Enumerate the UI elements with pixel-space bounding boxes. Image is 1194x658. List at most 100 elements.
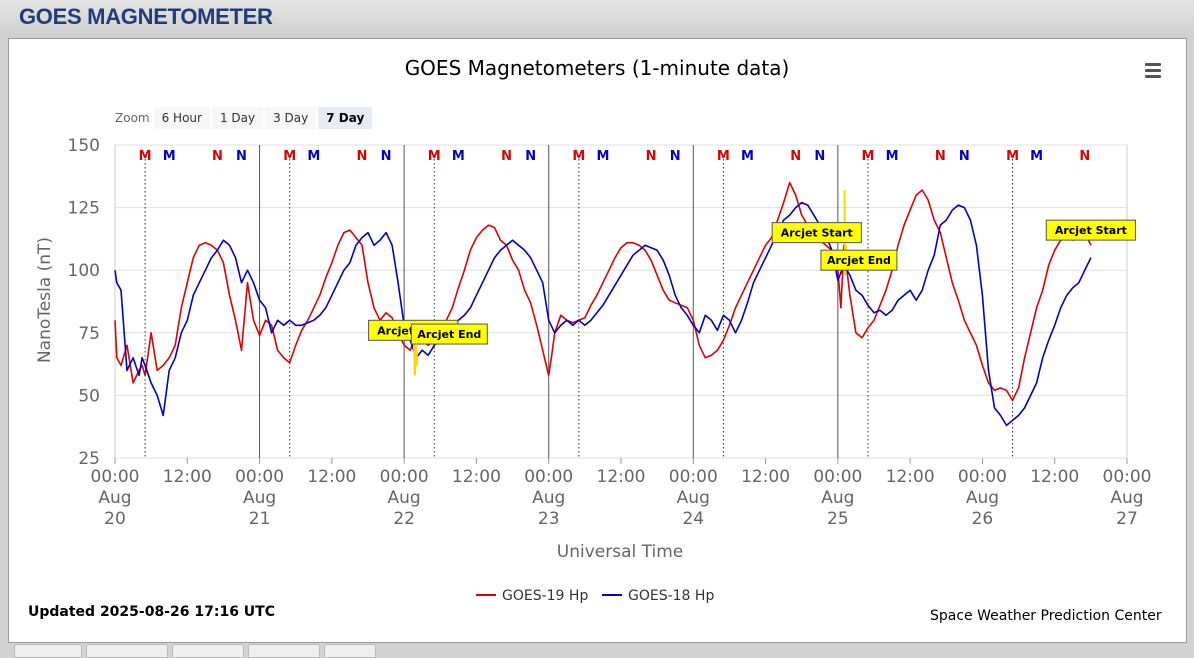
chart-panel xyxy=(8,38,1187,643)
series-line-goes-19-hp xyxy=(114,181,1092,402)
legend-label-goes-19: GOES-19 Hp xyxy=(502,588,588,604)
noon-midnight-marker: M xyxy=(596,149,609,164)
noon-midnight-marker: N xyxy=(357,149,368,164)
noon-midnight-marker: M xyxy=(307,149,320,164)
annotation-box xyxy=(1045,219,1136,241)
noon-midnight-marker: N xyxy=(935,149,946,164)
x-tick-time: 00:00 xyxy=(813,467,862,487)
x-tick-time: 00:00 xyxy=(380,467,429,487)
x-tick-month: Aug xyxy=(243,488,276,508)
y-tick-label: 50 xyxy=(78,386,100,406)
x-tick-time: 12:00 xyxy=(886,467,935,487)
legend-item-goes-19[interactable]: GOES-19 Hp xyxy=(476,588,588,604)
y-tick-label: 100 xyxy=(68,261,100,281)
x-tick-month: Aug xyxy=(821,488,854,508)
noon-midnight-marker: M xyxy=(1006,149,1019,164)
arcjet-annotation: Arcjet End xyxy=(820,249,898,271)
x-tick-time: 12:00 xyxy=(307,467,356,487)
noon-midnight-marker: N xyxy=(501,149,512,164)
y-tick-label: 75 xyxy=(78,324,100,344)
annotation-box xyxy=(410,323,488,345)
x-tick-day: 27 xyxy=(1116,509,1138,529)
noon-midnight-marker: N xyxy=(959,149,970,164)
x-axis-label: Universal Time xyxy=(557,542,683,562)
annotation-box xyxy=(820,249,898,271)
arcjet-spike xyxy=(412,337,419,376)
x-tick-day: 25 xyxy=(827,509,849,529)
noon-midnight-marker: M xyxy=(572,149,585,164)
zoom-6-hour-button[interactable]: 6 Hour xyxy=(153,107,210,129)
noon-midnight-marker: N xyxy=(212,149,223,164)
y-tick-label: 25 xyxy=(78,449,100,469)
x-tick-day: 22 xyxy=(393,509,415,529)
annotation-label: Arcjet Start xyxy=(1055,224,1127,237)
legend-label-goes-18: GOES-18 Hp xyxy=(628,588,714,604)
noon-midnight-marker: M xyxy=(741,149,754,164)
noon-midnight-marker: M xyxy=(283,149,296,164)
noon-midnight-marker: N xyxy=(814,149,825,164)
legend: GOES-19 Hp GOES-18 Hp xyxy=(476,588,714,604)
credits[interactable]: Space Weather Prediction Center xyxy=(930,608,1162,624)
x-tick-day: 21 xyxy=(249,509,271,529)
x-tick-time: 12:00 xyxy=(452,467,501,487)
legend-item-goes-18[interactable]: GOES-18 Hp xyxy=(602,588,714,604)
page-header: GOES MAGNETOMETER xyxy=(0,0,1194,38)
x-tick-day: 20 xyxy=(104,509,126,529)
y-tick-label: 150 xyxy=(68,136,100,156)
plot-border xyxy=(114,144,1128,459)
noon-midnight-marker: M xyxy=(452,149,465,164)
zoom-controls: Zoom 6 Hour 1 Day 3 Day 7 Day xyxy=(110,106,374,130)
annotation-label: Arcjet End xyxy=(417,328,481,341)
x-tick-time: 00:00 xyxy=(524,467,573,487)
x-tick-month: Aug xyxy=(98,488,131,508)
x-tick-month: Aug xyxy=(532,488,565,508)
x-tick-time: 00:00 xyxy=(669,467,718,487)
noon-midnight-marker: M xyxy=(717,149,730,164)
arcjet-annotation: Arcjet End xyxy=(410,323,488,345)
noon-midnight-marker: M xyxy=(886,149,899,164)
x-tick-day: 26 xyxy=(972,509,994,529)
noon-midnight-marker: N xyxy=(236,149,247,164)
annotation-label: Arcjet Start xyxy=(781,227,853,240)
noon-midnight-marker: M xyxy=(163,149,176,164)
zoom-1-day-button[interactable]: 1 Day xyxy=(211,107,264,129)
noon-midnight-marker: N xyxy=(790,149,801,164)
x-tick-day: 23 xyxy=(538,509,560,529)
updated-timestamp: Updated 2025-08-26 17:16 UTC xyxy=(28,604,275,620)
page-title: GOES MAGNETOMETER xyxy=(19,4,273,29)
noon-midnight-marker: N xyxy=(670,149,681,164)
x-tick-time: 12:00 xyxy=(163,467,212,487)
noon-midnight-marker: N xyxy=(1079,149,1090,164)
annotation-box xyxy=(771,222,862,244)
noon-midnight-marker: M xyxy=(1030,149,1043,164)
annotation-label: Arcjet End xyxy=(827,254,891,267)
noon-midnight-marker: M xyxy=(428,149,441,164)
chart-menu-icon[interactable] xyxy=(1140,58,1166,84)
x-tick-month: Aug xyxy=(388,488,421,508)
x-tick-time: 00:00 xyxy=(235,467,284,487)
x-tick-time: 12:00 xyxy=(741,467,790,487)
noon-midnight-marker: N xyxy=(381,149,392,164)
x-tick-time: 00:00 xyxy=(91,467,140,487)
zoom-3-day-button[interactable]: 3 Day xyxy=(265,107,317,129)
x-tick-time: 12:00 xyxy=(1030,467,1079,487)
chart-title: GOES Magnetometers (1-minute data) xyxy=(405,56,790,80)
x-tick-day: 24 xyxy=(682,509,704,529)
x-tick-month: Aug xyxy=(1110,488,1143,508)
x-tick-month: Aug xyxy=(966,488,999,508)
noon-midnight-marker: M xyxy=(862,149,875,164)
zoom-7-day-button[interactable]: 7 Day xyxy=(318,107,373,129)
y-tick-label: 125 xyxy=(68,199,100,219)
x-tick-month: Aug xyxy=(677,488,710,508)
noon-midnight-marker: N xyxy=(646,149,657,164)
noon-midnight-marker: M xyxy=(139,149,152,164)
arcjet-annotation: Arcjet Start xyxy=(771,222,862,244)
series-line-goes-18-hp xyxy=(114,201,1092,427)
zoom-label: Zoom xyxy=(115,111,150,125)
x-tick-time: 12:00 xyxy=(597,467,646,487)
noon-midnight-marker: N xyxy=(525,149,536,164)
x-tick-time: 00:00 xyxy=(958,467,1007,487)
x-tick-time: 00:00 xyxy=(1103,467,1152,487)
arcjet-annotation: Arcjet Start xyxy=(1045,219,1136,241)
